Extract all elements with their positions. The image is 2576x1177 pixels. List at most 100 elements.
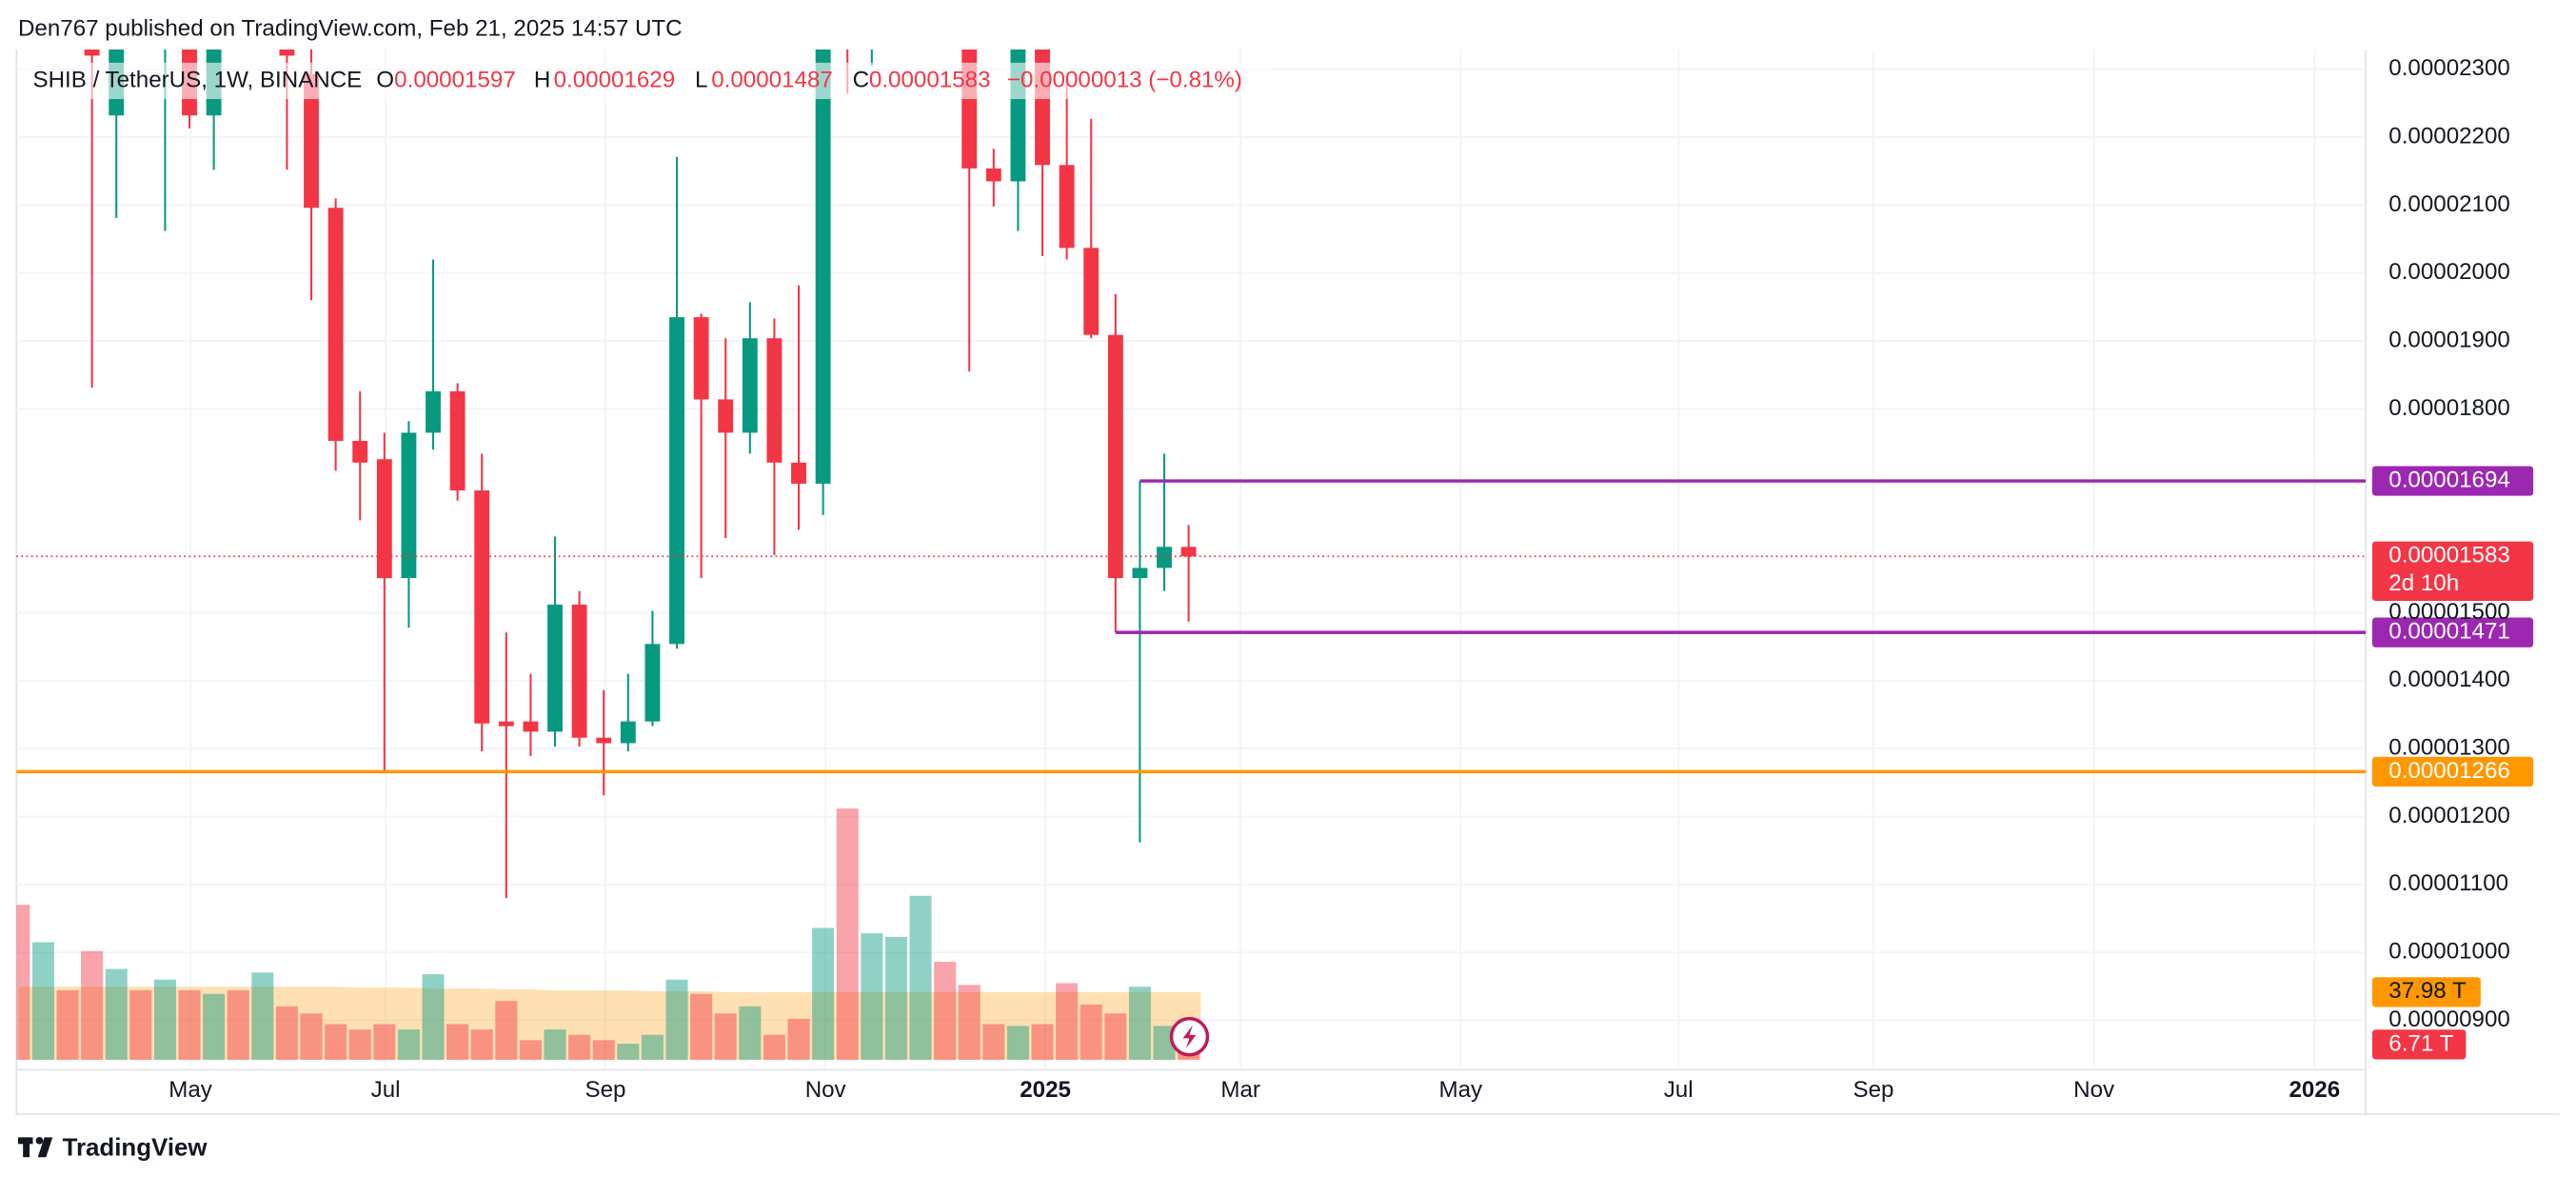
level-badge	[2372, 756, 2534, 788]
x-tick-label: Sep	[585, 1077, 626, 1103]
volume-bar	[129, 989, 152, 1060]
event-icon-bolt	[1182, 1025, 1197, 1048]
y-tick-label: 0.00001200	[2388, 803, 2510, 828]
candle-body	[620, 721, 636, 744]
x-tick-label: May	[1439, 1077, 1484, 1103]
legend-change: −0.00000013 (−0.81%)	[1007, 67, 1242, 92]
footer-logo-text: TradingView	[63, 1134, 208, 1161]
volume-bar	[1031, 1024, 1054, 1060]
volume-ma-badge	[2372, 977, 2481, 1007]
legend-c: C	[853, 67, 869, 92]
y-tick-label: 0.00002100	[2388, 191, 2510, 217]
candle-body	[1157, 547, 1172, 569]
candle-body	[791, 462, 806, 484]
volume-ma-label: 37.98 T	[2388, 978, 2467, 1004]
grid	[16, 50, 2367, 1070]
legend: SHIB / TetherUS, 1W, BINANCE O 0.0000159…	[23, 62, 1272, 100]
logo-mark	[35, 1137, 44, 1145]
candle-body	[815, 50, 831, 484]
volume-bar	[641, 1034, 664, 1060]
candle-body	[571, 604, 587, 738]
volume-bar	[153, 979, 176, 1060]
x-tick-label: Sep	[1853, 1077, 1893, 1103]
volume-bar	[325, 1024, 347, 1060]
candle-body	[84, 50, 100, 56]
candle-body	[644, 644, 661, 722]
volume-bar	[422, 974, 445, 1060]
price-label: 0.00001583	[2388, 543, 2510, 569]
candle-body	[401, 432, 417, 579]
candle-body	[669, 317, 684, 645]
volume-bar	[300, 1013, 323, 1060]
volume-bar	[1056, 983, 1079, 1060]
candle-body	[352, 440, 368, 463]
volume-bar	[884, 936, 907, 1060]
legend-close: 0.00001583	[869, 67, 991, 92]
volume-bar	[470, 1029, 493, 1060]
plot	[16, 50, 1201, 1060]
volume-bar	[544, 1029, 566, 1060]
candle-body	[474, 490, 490, 724]
x-tick-label: 2026	[2289, 1077, 2340, 1103]
level-badge	[2372, 617, 2534, 648]
volume-bar	[592, 1040, 615, 1060]
legend-symbol: SHIB / TetherUS, 1W, BINANCE	[33, 67, 363, 92]
volume-bar	[812, 928, 835, 1060]
legend-o: O	[376, 67, 394, 92]
volume-bar	[665, 979, 688, 1060]
level-label: 0.00001266	[2388, 758, 2510, 784]
volume-bar	[787, 1018, 810, 1060]
volume-bar	[251, 972, 274, 1060]
volume-bar	[1080, 1004, 1102, 1060]
volume-bar	[203, 993, 226, 1060]
overlay: 0.00001694 0.00001471 0.00001266 0.00001583…	[16, 466, 2534, 1060]
volume-bar	[81, 950, 104, 1060]
volume-bar	[763, 1034, 785, 1060]
volume-bar	[617, 1044, 640, 1060]
y-tick-label: 0.00001500	[2388, 599, 2510, 625]
candle-body	[279, 50, 295, 56]
candle-body	[742, 338, 758, 433]
volume-bar	[958, 985, 981, 1060]
y-tick-label: 0.00001800	[2388, 395, 2510, 421]
x-tick-label: Jul	[1664, 1077, 1694, 1103]
volume-bar	[275, 1006, 298, 1060]
y-tick-label: 0.00001300	[2388, 735, 2510, 761]
candle-body	[766, 338, 783, 463]
volume-bar	[1006, 1026, 1029, 1060]
level-label: 0.00001471	[2388, 619, 2510, 645]
candle-body	[449, 390, 466, 491]
candle-body	[1107, 334, 1123, 579]
volume-bar	[1153, 1026, 1176, 1060]
x-tick-label: Jul	[371, 1077, 401, 1103]
volume-bar	[446, 1024, 469, 1060]
volume-bar	[909, 895, 932, 1060]
volume-bar	[348, 1029, 371, 1060]
volume-bar	[690, 993, 713, 1060]
candle-body	[376, 459, 392, 579]
volume-bar	[495, 1001, 518, 1060]
y-tick-label: 0.00002300	[2388, 55, 2510, 81]
logo-mark	[23, 1137, 30, 1158]
y-tick-label: 0.00001000	[2388, 939, 2510, 965]
header: Den767 published on TradingView.com, Feb…	[18, 16, 683, 42]
footer-logo: TradingView	[17, 1134, 208, 1161]
x-tick-label: Nov	[805, 1077, 847, 1103]
candle-body	[985, 168, 1001, 182]
volume-bar	[397, 1029, 420, 1060]
volume-bar	[373, 1024, 396, 1060]
level-badge	[2372, 466, 2534, 496]
candle-body	[304, 73, 319, 209]
candle-body	[1059, 165, 1075, 249]
candle-body	[523, 721, 539, 732]
y-tick-label: 0.00001100	[2388, 870, 2508, 896]
candle-body	[547, 604, 563, 732]
candle-body	[1180, 547, 1197, 557]
logo-mark	[37, 1137, 53, 1158]
volume-bar	[519, 1040, 542, 1060]
candle-body	[327, 208, 344, 441]
level-label: 0.00001694	[2388, 467, 2510, 492]
volume-bar	[56, 989, 79, 1060]
x-tick-label: Mar	[1220, 1077, 1260, 1103]
y-tick-label: 0.00002200	[2388, 123, 2510, 149]
